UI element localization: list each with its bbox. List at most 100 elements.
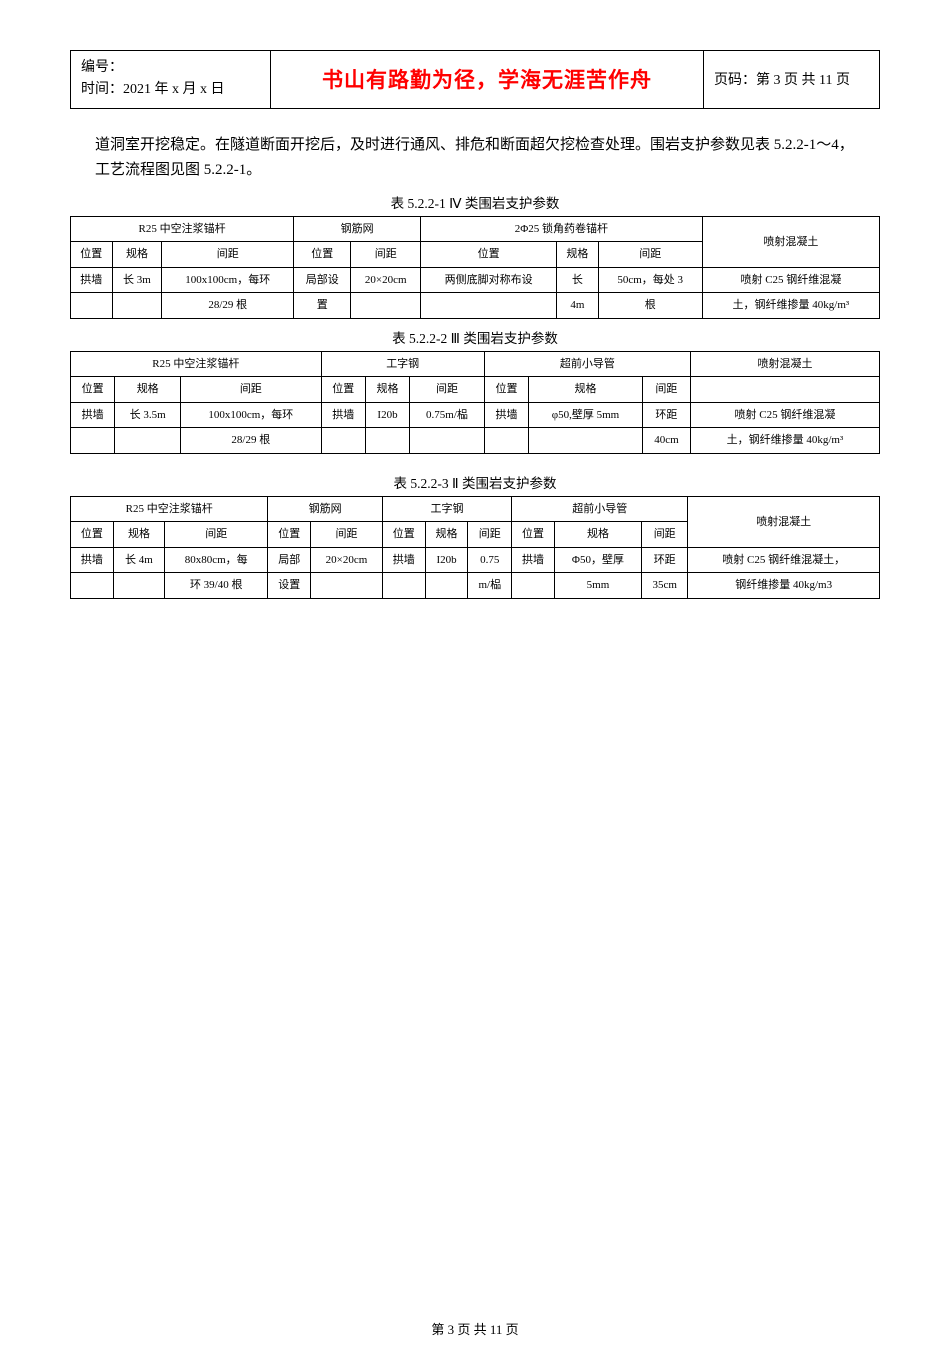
table-3: R25 中空注浆锚杆 钢筋网 工字钢 超前小导管 喷射混凝土 位置 规格 间距 … bbox=[70, 496, 880, 599]
t1-r2-3: 置 bbox=[294, 293, 351, 319]
table1-caption: 表 5.2.2-1 Ⅳ 类围岩支护参数 bbox=[70, 192, 880, 212]
t3-r2-1 bbox=[113, 573, 164, 599]
t2-gh-2: 超前小导管 bbox=[484, 351, 690, 377]
t2-gh-3: 喷射混凝土 bbox=[690, 351, 879, 377]
t2-r1-4: I20b bbox=[365, 402, 409, 428]
paragraph-1: 道洞室开挖稳定。在隧道断面开挖后，及时进行通风、排危和断面超欠挖检查处理。围岩支… bbox=[95, 133, 855, 184]
t2-sh-4: 规格 bbox=[365, 377, 409, 403]
t2-gh-1: 工字钢 bbox=[321, 351, 484, 377]
t3-r1-6: I20b bbox=[425, 547, 468, 573]
t2-r1-7: φ50,壁厚 5mm bbox=[529, 402, 643, 428]
t1-sh-3: 位置 bbox=[294, 242, 351, 268]
header-box: 编号： 时间：2021 年 x 月 x 日 书山有路勤为径，学海无涯苦作舟 页码… bbox=[70, 50, 880, 109]
t3-r1-7: 0.75 bbox=[468, 547, 512, 573]
t2-sh-8: 间距 bbox=[642, 377, 690, 403]
t3-r2-11: 钢纤维掺量 40kg/m3 bbox=[688, 573, 880, 599]
t2-r2-6 bbox=[484, 428, 528, 454]
table3-group-row: R25 中空注浆锚杆 钢筋网 工字钢 超前小导管 喷射混凝土 bbox=[71, 496, 880, 522]
t3-r1-9: Φ50，壁厚 bbox=[554, 547, 641, 573]
table3-caption: 表 5.2.2-3 Ⅱ 类围岩支护参数 bbox=[70, 472, 880, 492]
t2-r2-0 bbox=[71, 428, 115, 454]
page-label: 页码：第 3 页 共 11 页 bbox=[714, 69, 850, 89]
t1-sh-1: 规格 bbox=[112, 242, 162, 268]
t1-gh-1: 钢筋网 bbox=[294, 216, 421, 242]
header-left-cell: 编号： 时间：2021 年 x 月 x 日 bbox=[71, 51, 271, 108]
t1-r2-6: 4m bbox=[557, 293, 599, 319]
table2-row2: 28/29 根 40cm 土，钢纤维掺量 40kg/m³ bbox=[71, 428, 880, 454]
table3-row2: 环 39/40 根 设置 m/榀 5mm 35cm 钢纤维掺量 40kg/m3 bbox=[71, 573, 880, 599]
t3-gh-3: 超前小导管 bbox=[512, 496, 688, 522]
table1-group-row: R25 中空注浆锚杆 钢筋网 2Φ25 锁角药卷锚杆 喷射混凝土 bbox=[71, 216, 880, 242]
t1-r1-1: 长 3m bbox=[112, 267, 162, 293]
t1-r2-4 bbox=[351, 293, 421, 319]
t3-sh-2: 间距 bbox=[165, 522, 268, 548]
t1-r1-6: 长 bbox=[557, 267, 599, 293]
t3-sh-3: 位置 bbox=[268, 522, 311, 548]
t2-r1-1: 长 3.5m bbox=[115, 402, 181, 428]
t3-gh-4: 喷射混凝土 bbox=[688, 496, 880, 547]
t1-r2-2: 28/29 根 bbox=[162, 293, 294, 319]
t2-r1-2: 100x100cm，每环 bbox=[181, 402, 321, 428]
t3-r1-10: 环距 bbox=[642, 547, 688, 573]
t1-r1-0: 拱墙 bbox=[71, 267, 113, 293]
t2-r1-0: 拱墙 bbox=[71, 402, 115, 428]
table-1: R25 中空注浆锚杆 钢筋网 2Φ25 锁角药卷锚杆 喷射混凝土 位置 规格 间… bbox=[70, 216, 880, 319]
t2-r1-3: 拱墙 bbox=[321, 402, 365, 428]
t3-sh-8: 位置 bbox=[512, 522, 555, 548]
page-footer: 第 3 页 共 11 页 bbox=[70, 1319, 880, 1338]
t3-r2-3: 设置 bbox=[268, 573, 311, 599]
t3-r2-9: 5mm bbox=[554, 573, 641, 599]
t2-r2-5 bbox=[410, 428, 485, 454]
t2-r2-7 bbox=[529, 428, 643, 454]
t1-r1-4: 20×20cm bbox=[351, 267, 421, 293]
t1-sh-6: 规格 bbox=[557, 242, 599, 268]
t1-sh-2: 间距 bbox=[162, 242, 294, 268]
t2-sh-0: 位置 bbox=[71, 377, 115, 403]
t1-r1-5: 两侧底脚对称布设 bbox=[421, 267, 557, 293]
t3-r1-3: 局部 bbox=[268, 547, 311, 573]
t3-gh-1: 钢筋网 bbox=[268, 496, 383, 522]
t3-sh-6: 规格 bbox=[425, 522, 468, 548]
t3-sh-7: 间距 bbox=[468, 522, 512, 548]
t1-sh-0: 位置 bbox=[71, 242, 113, 268]
t1-r2-1 bbox=[112, 293, 162, 319]
t1-r2-8: 土，钢纤维掺量 40kg/m³ bbox=[702, 293, 879, 319]
t2-sh-3: 位置 bbox=[321, 377, 365, 403]
table-2: R25 中空注浆锚杆 工字钢 超前小导管 喷射混凝土 位置 规格 间距 位置 规… bbox=[70, 351, 880, 454]
t3-sh-9: 规格 bbox=[554, 522, 641, 548]
t3-r1-4: 20×20cm bbox=[311, 547, 383, 573]
t1-r1-8: 喷射 C25 钢纤维混凝 bbox=[702, 267, 879, 293]
t3-gh-2: 工字钢 bbox=[382, 496, 511, 522]
t1-gh-0: R25 中空注浆锚杆 bbox=[71, 216, 294, 242]
t2-sh-1: 规格 bbox=[115, 377, 181, 403]
t3-r2-10: 35cm bbox=[642, 573, 688, 599]
t1-r2-0 bbox=[71, 293, 113, 319]
t1-gh-2: 2Φ25 锁角药卷锚杆 bbox=[421, 216, 703, 242]
t1-r1-2: 100x100cm，每环 bbox=[162, 267, 294, 293]
table1-row2: 28/29 根 置 4m 根 土，钢纤维掺量 40kg/m³ bbox=[71, 293, 880, 319]
t3-gh-0: R25 中空注浆锚杆 bbox=[71, 496, 268, 522]
t2-r1-5: 0.75m/榀 bbox=[410, 402, 485, 428]
t3-r2-5 bbox=[382, 573, 425, 599]
table2-group-row: R25 中空注浆锚杆 工字钢 超前小导管 喷射混凝土 bbox=[71, 351, 880, 377]
t2-sh-5: 间距 bbox=[410, 377, 485, 403]
t2-sh-6: 位置 bbox=[484, 377, 528, 403]
table2-row1: 拱墙 长 3.5m 100x100cm，每环 拱墙 I20b 0.75m/榀 拱… bbox=[71, 402, 880, 428]
t2-r2-9: 土，钢纤维掺量 40kg/m³ bbox=[690, 428, 879, 454]
t3-sh-0: 位置 bbox=[71, 522, 114, 548]
t3-r2-2: 环 39/40 根 bbox=[165, 573, 268, 599]
document-page: 编号： 时间：2021 年 x 月 x 日 书山有路勤为径，学海无涯苦作舟 页码… bbox=[0, 0, 950, 1368]
t1-r1-7: 50cm，每处 3 bbox=[598, 267, 702, 293]
doc-number-label: 编号： bbox=[81, 57, 260, 79]
t1-sh-5: 位置 bbox=[421, 242, 557, 268]
t2-gh-0: R25 中空注浆锚杆 bbox=[71, 351, 322, 377]
t3-sh-10: 间距 bbox=[642, 522, 688, 548]
t2-sh-2: 间距 bbox=[181, 377, 321, 403]
t1-gh-3: 喷射混凝土 bbox=[702, 216, 879, 267]
t2-r2-3 bbox=[321, 428, 365, 454]
header-center-cell: 书山有路勤为径，学海无涯苦作舟 bbox=[271, 51, 704, 108]
t2-r2-4 bbox=[365, 428, 409, 454]
t1-sh-7: 间距 bbox=[598, 242, 702, 268]
t3-r2-7: m/榀 bbox=[468, 573, 512, 599]
t3-sh-4: 间距 bbox=[311, 522, 383, 548]
